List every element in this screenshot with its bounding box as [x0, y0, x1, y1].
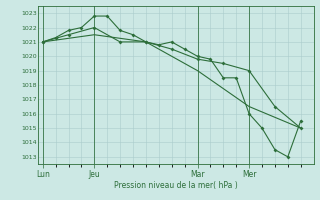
X-axis label: Pression niveau de la mer( hPa ): Pression niveau de la mer( hPa ): [114, 181, 238, 190]
